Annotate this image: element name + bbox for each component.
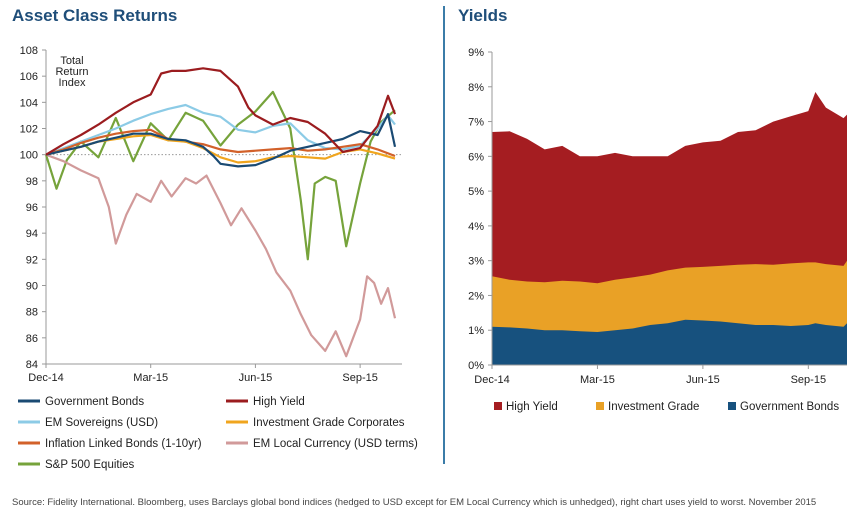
returns-y-tick-label: 106 [20,71,38,83]
yields-y-tick-label: 8% [468,82,484,94]
yields-y-tick-label: 1% [468,325,484,337]
yields-y-tick-label: 6% [468,151,484,163]
returns-line-em-sovereigns-usd- [45,103,396,156]
returns-y-tick-label: 86 [26,333,38,345]
returns-y-tick-label: 100 [20,150,38,162]
returns-annotation-line: Total [60,55,83,67]
yields-y-tick-label: 3% [468,256,484,268]
returns-y-tick-label: 94 [26,228,38,240]
yields-legend-swatch-government-bonds [728,402,736,410]
yields-x-tick-label: Jun-15 [686,374,720,386]
yields-x-tick-label: Mar-15 [580,374,615,386]
yields-y-tick-label: 9% [468,47,484,59]
yields-y-tick-label: 0% [468,360,484,372]
returns-annotation-line: Return [55,66,88,78]
returns-y-tick-label: 104 [20,97,38,109]
returns-line-inflation-linked-bonds-1-10yr- [45,128,396,158]
legend-label-s-p-500-equities: S&P 500 Equities [45,459,135,471]
returns-y-tick-label: 102 [20,124,38,136]
returns-annotation-line: Index [59,77,86,89]
returns-line-em-local-currency-usd-terms- [45,153,397,358]
yields-y-tick-label: 2% [468,290,484,302]
source-footnote: Source: Fidelity International. Bloomber… [12,497,817,508]
returns-line-s-p-500-equities [44,90,396,261]
legend-label-high-yield: High Yield [253,396,305,408]
returns-x-tick-label: Mar-15 [133,372,168,384]
legend-label-em-local-currency-usd-terms-: EM Local Currency (USD terms) [253,438,418,450]
yields-x-tick-label: Sep-15 [791,374,826,386]
returns-x-tick-label: Dec-14 [28,372,63,384]
legend-label-inflation-linked-bonds-1-10yr-: Inflation Linked Bonds (1-10yr) [45,438,202,450]
returns-x-tick-label: Jun-15 [239,372,273,384]
yields-legend-label-high-yield: High Yield [506,401,558,413]
charts-canvas: 84 86 88 90 92 94 96 98 100 102 104 106 108 Dec-14 Mar… [18,45,847,471]
yields-legend-swatch-high-yield [494,402,502,410]
yields-legend-label-investment-grade: Investment Grade [608,401,699,413]
yields-y-tick-label: 7% [468,117,484,129]
yields-y-tick-label: 4% [468,221,484,233]
legend-label-government-bonds: Government Bonds [45,396,144,408]
returns-chart-title: Asset Class Returns [12,6,178,25]
returns-y-tick-label: 84 [26,359,38,371]
returns-y-tick-label: 108 [20,45,38,57]
yields-legend-swatch-investment-grade [596,402,604,410]
legend-label-em-sovereigns-usd-: EM Sovereigns (USD) [45,417,158,429]
returns-line-high-yield [45,67,397,156]
returns-y-tick-label: 88 [26,307,38,319]
yields-chart-title: Yields [458,6,508,25]
yields-x-tick-label: Dec-14 [474,374,509,386]
returns-y-tick-label: 92 [26,254,38,266]
returns-y-tick-label: 98 [26,176,38,188]
returns-x-tick-label: Sep-15 [342,372,377,384]
panel-divider [443,6,445,464]
returns-y-tick-label: 96 [26,202,38,214]
yields-legend-label-government-bonds: Government Bonds [740,401,839,413]
returns-y-tick-label: 90 [26,281,38,293]
yields-area-government-bonds [492,319,847,365]
legend-label-investment-grade-corporates: Investment Grade Corporates [253,417,405,429]
returns-line-government-bonds [45,112,397,168]
yields-y-tick-label: 5% [468,186,484,198]
